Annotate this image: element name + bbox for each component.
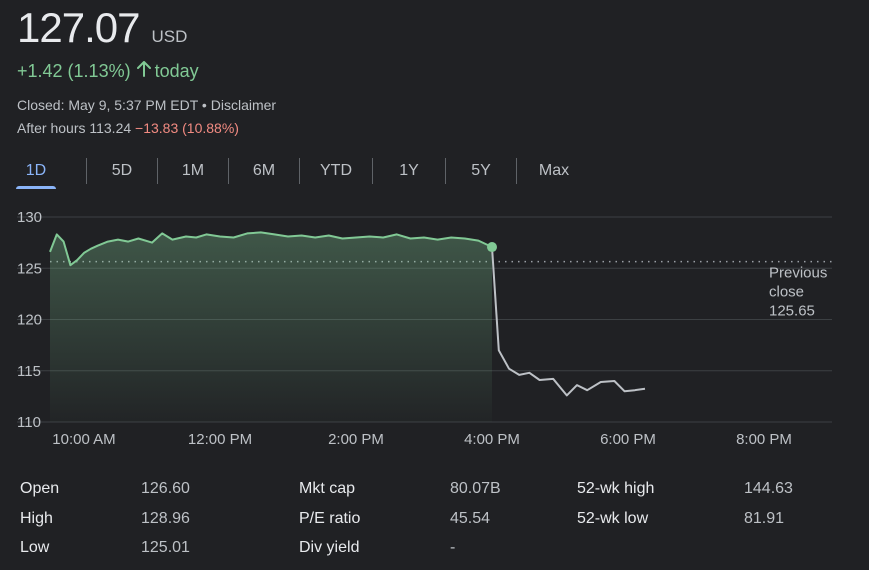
after-hours-change: −13.83 (10.88%) xyxy=(135,120,239,136)
tab-5d[interactable]: 5D xyxy=(111,162,133,179)
tab-divider xyxy=(86,158,87,184)
currency-code: USD xyxy=(151,27,188,46)
stat-open-value: 126.60 xyxy=(141,480,190,497)
regular-session-line xyxy=(49,231,493,267)
change-value: +1.42 (1.13%) xyxy=(17,61,131,81)
stat-mktcap-value: 80.07B xyxy=(450,480,501,497)
close-marker xyxy=(487,242,497,253)
stat-pe-value: 45.54 xyxy=(450,510,491,527)
y-tick-label: 110 xyxy=(17,414,41,431)
previous-close-label: close xyxy=(769,284,804,301)
stat-52wklow-value: 81.91 xyxy=(744,510,785,527)
tab-6m[interactable]: 6M xyxy=(252,162,276,179)
x-tick-label: 12:00 PM xyxy=(188,431,252,448)
tab-divider xyxy=(299,158,300,184)
y-tick-label: 130 xyxy=(17,209,42,226)
y-tick-label: 120 xyxy=(17,312,42,329)
change-period: today xyxy=(154,61,199,81)
tab-divider xyxy=(157,158,158,184)
stat-52wkhigh-label: 52-wk high xyxy=(577,480,655,497)
previous-close-value: 125.65 xyxy=(769,303,815,320)
market-status: Closed: May 9, 5:37 PM EDT • Disclaimer xyxy=(17,97,276,113)
tab-1d[interactable]: 1D xyxy=(16,155,56,189)
tab-divider xyxy=(445,158,446,184)
stat-52wklow-label: 52-wk low xyxy=(577,510,649,527)
x-tick-label: 8:00 PM xyxy=(736,431,792,448)
previous-close-label: Previous xyxy=(769,265,827,282)
stat-low-value: 125.01 xyxy=(141,539,190,556)
disclaimer-link[interactable]: Disclaimer xyxy=(210,97,277,113)
after-hours-quote: After hours 113.24 −13.83 (10.88%) xyxy=(17,120,239,136)
price-change: +1.42 (1.13%) today xyxy=(17,61,199,82)
x-tick-label: 10:00 AM xyxy=(52,431,115,448)
tab-1m[interactable]: 1M xyxy=(181,162,205,179)
x-tick-label: 4:00 PM xyxy=(464,431,520,448)
after-hours-price: After hours 113.24 xyxy=(17,120,132,136)
x-tick-label: 2:00 PM xyxy=(328,431,384,448)
tab-5y[interactable]: 5Y xyxy=(471,162,491,179)
stat-high-label: High xyxy=(20,510,53,527)
y-tick-label: 115 xyxy=(17,363,41,380)
tab-ytd[interactable]: YTD xyxy=(320,162,352,179)
after-hours-line xyxy=(491,246,646,397)
tab-divider xyxy=(372,158,373,184)
stat-open-label: Open xyxy=(20,480,60,497)
price-header: 127.07 USD xyxy=(17,4,187,52)
stat-divyield-value: - xyxy=(450,539,456,556)
tab-divider xyxy=(516,158,517,184)
current-price: 127.07 xyxy=(17,4,140,51)
stat-divyield-label: Div yield xyxy=(299,539,360,556)
separator: • xyxy=(198,97,211,113)
stat-mktcap-label: Mkt cap xyxy=(299,480,356,497)
stat-pe-label: P/E ratio xyxy=(299,510,361,527)
stat-low-label: Low xyxy=(20,539,50,556)
regular-session-area xyxy=(50,232,492,422)
y-tick-label: 125 xyxy=(17,260,42,277)
tab-1y[interactable]: 1Y xyxy=(399,162,419,179)
closed-time: Closed: May 9, 5:37 PM EDT xyxy=(17,97,199,113)
arrow-up-icon xyxy=(136,61,151,82)
stat-52wkhigh-value: 144.63 xyxy=(744,480,793,497)
x-tick-label: 6:00 PM xyxy=(600,431,656,448)
tab-divider xyxy=(228,158,229,184)
price-chart[interactable]: 130 125 120 115 110 10:00 AM 12:00 PM 2:00 PM 4:… xyxy=(0,200,869,460)
tab-max[interactable]: Max xyxy=(538,162,570,179)
range-tabs: 1D 5D 1M 6M YTD 1Y 5Y Max xyxy=(16,155,591,189)
stat-high-value: 128.96 xyxy=(141,510,190,527)
